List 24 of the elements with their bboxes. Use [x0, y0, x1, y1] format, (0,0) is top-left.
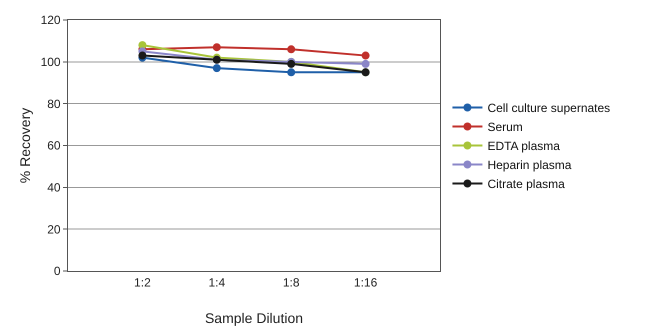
y-tick-label: 60 — [47, 138, 61, 153]
y-tick-label: 40 — [47, 180, 61, 195]
legend-label: Cell culture supernates — [487, 101, 610, 116]
x-tick-label: 1:16 — [354, 275, 378, 290]
point — [287, 45, 296, 54]
x-tick-label: 1:4 — [208, 275, 226, 290]
x-axis-title: Sample Dilution — [204, 310, 304, 326]
point — [362, 60, 370, 68]
legend-label: Heparin plasma — [487, 158, 572, 172]
y-tick-label: 20 — [47, 222, 61, 236]
point — [212, 43, 221, 52]
x-tick-label: 1:8 — [282, 275, 300, 290]
point — [362, 52, 370, 60]
legend-label: Serum — [487, 120, 523, 134]
x-tick-label: 1:2 — [134, 275, 152, 290]
y-tick-label: 80 — [47, 96, 61, 111]
legend-label: EDTA plasma — [487, 139, 560, 154]
point — [212, 64, 221, 72]
legend-label: Citrate plasma — [487, 177, 566, 192]
y-tick-label: 120 — [40, 13, 61, 28]
point — [287, 68, 296, 76]
y-axis-title: % Recovery — [17, 108, 33, 184]
y-tick-label: 100 — [40, 55, 61, 70]
y-tick-label: 0 — [54, 264, 61, 278]
